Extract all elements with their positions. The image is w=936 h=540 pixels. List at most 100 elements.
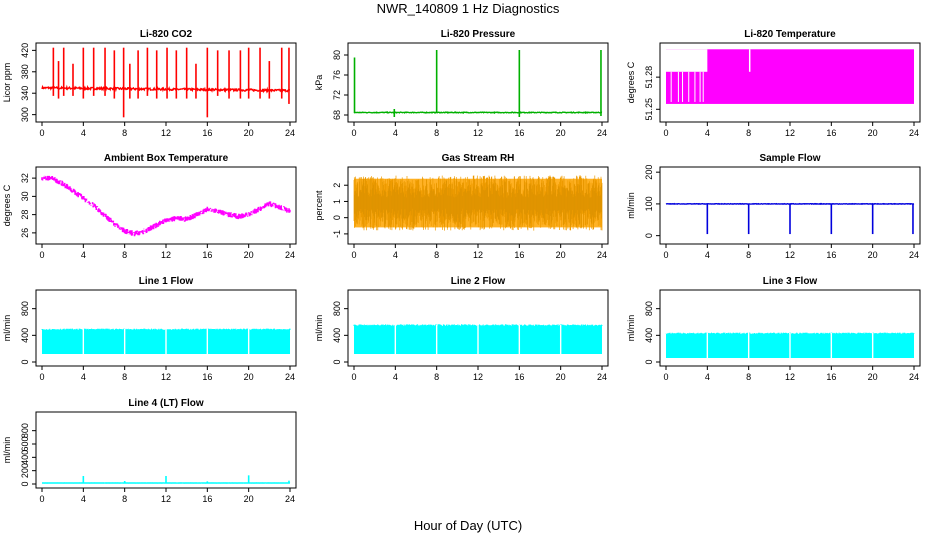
rh-point-edges: [353, 175, 603, 231]
x-tick-label: 20: [244, 372, 254, 382]
x-tick-label: 20: [556, 128, 566, 138]
x-tick-label: 16: [202, 128, 212, 138]
x-tick-label: 8: [122, 250, 127, 260]
x-tick-label: 24: [285, 128, 295, 138]
x-tick-label: 12: [785, 128, 795, 138]
x-tick-label: 4: [393, 372, 398, 382]
x-tick-label: 16: [826, 250, 836, 260]
x-tick-label: 16: [202, 494, 212, 504]
y-tick-label: 800: [644, 301, 654, 316]
panel-title: Sample Flow: [759, 153, 820, 164]
chart-panel-9: Line 3 Flow 0 4 8 12 16 20 24 0 400 800 ml/min: [626, 276, 921, 382]
y-tick-label: 76: [332, 70, 342, 80]
x-tick-label: 12: [473, 372, 483, 382]
y-tick-label: 0: [332, 215, 342, 220]
x-tick-label: 4: [705, 250, 710, 260]
data-series: [665, 202, 915, 205]
x-tick-label: 8: [746, 250, 751, 260]
x-tick-label: 20: [244, 250, 254, 260]
panel-title: Line 4 (LT) Flow: [128, 398, 204, 409]
x-tick-label: 4: [705, 128, 710, 138]
plot-frame: [35, 166, 297, 245]
y-tick-label: 800: [332, 301, 342, 316]
y-axis-label: ml/min: [626, 315, 636, 342]
y-tick-label: 1: [332, 199, 342, 204]
x-tick-label: 24: [597, 372, 607, 382]
x-tick-label: 20: [556, 372, 566, 382]
x-tick-label: 0: [39, 372, 44, 382]
x-tick-label: 16: [202, 250, 212, 260]
x-tick-label: 4: [393, 128, 398, 138]
y-axis-label: percent: [314, 190, 324, 221]
x-tick-label: 20: [868, 128, 878, 138]
x-tick-label: 8: [122, 128, 127, 138]
x-tick-label: 4: [81, 372, 86, 382]
chart-panel-1: Li-820 CO2 0 4 8 12 16 20 24 300 340 380 420 Licor p…: [2, 29, 297, 138]
panel-title: Line 1 Flow: [139, 276, 194, 287]
y-tick-label: 200: [20, 463, 30, 478]
y-tick-label: 51.28: [644, 66, 654, 89]
x-tick-label: 8: [434, 128, 439, 138]
x-tick-label: 24: [909, 250, 919, 260]
x-tick-label: 4: [81, 128, 86, 138]
y-axis-label: ml/min: [2, 315, 12, 342]
panel-title: Ambient Box Temperature: [104, 153, 229, 164]
y-tick-label: 400: [644, 328, 654, 343]
x-tick-label: 0: [663, 128, 668, 138]
x-tick-label: 16: [826, 128, 836, 138]
y-tick-label: 100: [644, 196, 654, 211]
panel-title: Li-820 CO2: [140, 29, 193, 40]
x-tick-label: 8: [122, 372, 127, 382]
x-tick-label: 8: [746, 128, 751, 138]
x-tick-label: 12: [161, 494, 171, 504]
y-tick-label: 380: [20, 64, 30, 79]
y-tick-label: 400: [20, 450, 30, 465]
data-series: [353, 110, 603, 115]
x-tick-label: 0: [663, 250, 668, 260]
x-tick-label: 20: [244, 494, 254, 504]
y-tick-label: 300: [20, 107, 30, 122]
y-axis-label: ml/min: [626, 192, 636, 219]
x-tick-label: 8: [434, 250, 439, 260]
y-tick-label: 400: [20, 328, 30, 343]
temp-gap: [666, 49, 708, 72]
x-tick-label: 0: [351, 250, 356, 260]
figure-title: NWR_140809 1 Hz Diagnostics: [376, 1, 560, 16]
x-tick-label: 0: [39, 494, 44, 504]
chart-panel-3: Li-820 Temperature 0 4 8 12 16 20 24 51.25 51.28 d…: [626, 29, 921, 138]
y-axis-label: Licor ppm: [2, 63, 12, 103]
y-tick-label: 51.25: [644, 98, 654, 121]
y-tick-label: 28: [20, 210, 30, 220]
x-tick-label: 24: [909, 128, 919, 138]
x-tick-label: 24: [285, 494, 295, 504]
y-tick-label: 420: [20, 43, 30, 58]
x-tick-label: 24: [285, 372, 295, 382]
x-tick-label: 8: [434, 372, 439, 382]
x-tick-label: 4: [81, 494, 86, 504]
x-tick-label: 0: [663, 372, 668, 382]
x-tick-label: 4: [393, 250, 398, 260]
x-tick-label: 0: [351, 128, 356, 138]
y-tick-label: 200: [644, 165, 654, 180]
y-tick-label: 72: [332, 90, 342, 100]
y-axis-label: ml/min: [314, 315, 324, 342]
x-tick-label: 24: [597, 128, 607, 138]
x-tick-label: 12: [161, 250, 171, 260]
plot-frame: [347, 42, 609, 123]
x-tick-label: 20: [556, 250, 566, 260]
y-axis-label: ml/min: [2, 437, 12, 464]
x-tick-label: 0: [39, 250, 44, 260]
y-tick-label: 400: [332, 328, 342, 343]
y-tick-label: 26: [20, 228, 30, 238]
x-tick-label: 4: [705, 372, 710, 382]
x-tick-label: 8: [122, 494, 127, 504]
y-tick-label: 0: [20, 481, 30, 486]
panel-title: Line 3 Flow: [763, 276, 818, 287]
y-tick-label: 800: [20, 301, 30, 316]
y-axis-label: degrees C: [2, 184, 12, 226]
x-tick-label: 12: [161, 372, 171, 382]
x-tick-label: 0: [39, 128, 44, 138]
panel-title: Li-820 Pressure: [441, 29, 516, 40]
